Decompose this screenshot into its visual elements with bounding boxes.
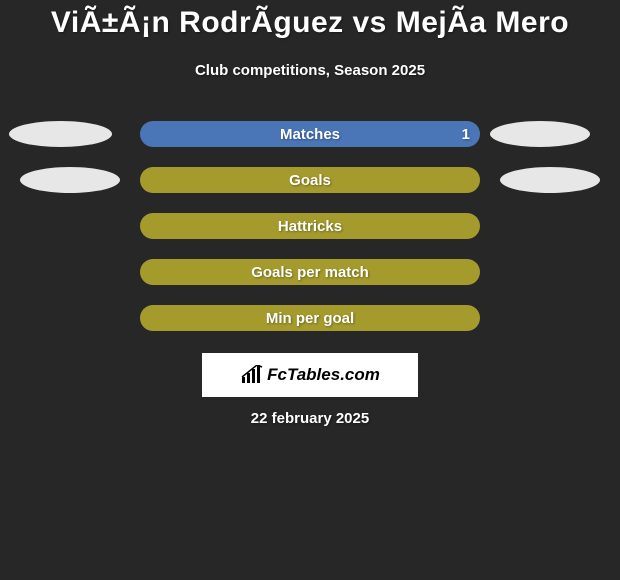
stat-label: Matches	[140, 121, 480, 147]
stat-bar: Min per goal	[140, 305, 480, 331]
right-ellipse	[500, 167, 600, 193]
comparison-title: ViÃ±Ã¡n RodrÃ­guez vs MejÃ­a Mero	[0, 0, 620, 40]
comparison-subtitle: Club competitions, Season 2025	[0, 40, 620, 79]
stat-label: Hattricks	[140, 213, 480, 239]
left-ellipse	[9, 121, 112, 147]
stat-row: Goals per match	[0, 259, 620, 305]
stats-rows: Matches 1 Goals Hattricks Goals per matc…	[0, 121, 620, 351]
stat-bar: Goals per match	[140, 259, 480, 285]
stat-label: Min per goal	[140, 305, 480, 331]
left-ellipse	[20, 167, 120, 193]
stat-label: Goals	[140, 167, 480, 193]
logo: FcTables.com	[240, 365, 380, 385]
stat-row: Goals	[0, 167, 620, 213]
stat-row: Min per goal	[0, 305, 620, 351]
stat-label: Goals per match	[140, 259, 480, 285]
stat-row: Matches 1	[0, 121, 620, 167]
stat-value: 1	[462, 121, 470, 147]
logo-text: FcTables.com	[267, 365, 380, 385]
right-ellipse	[490, 121, 590, 147]
stat-bar: Hattricks	[140, 213, 480, 239]
stat-row: Hattricks	[0, 213, 620, 259]
stat-bar: Matches 1	[140, 121, 480, 147]
logo-box: FcTables.com	[202, 353, 418, 397]
date-text: 22 february 2025	[0, 410, 620, 427]
chart-icon	[240, 365, 264, 385]
stat-bar: Goals	[140, 167, 480, 193]
